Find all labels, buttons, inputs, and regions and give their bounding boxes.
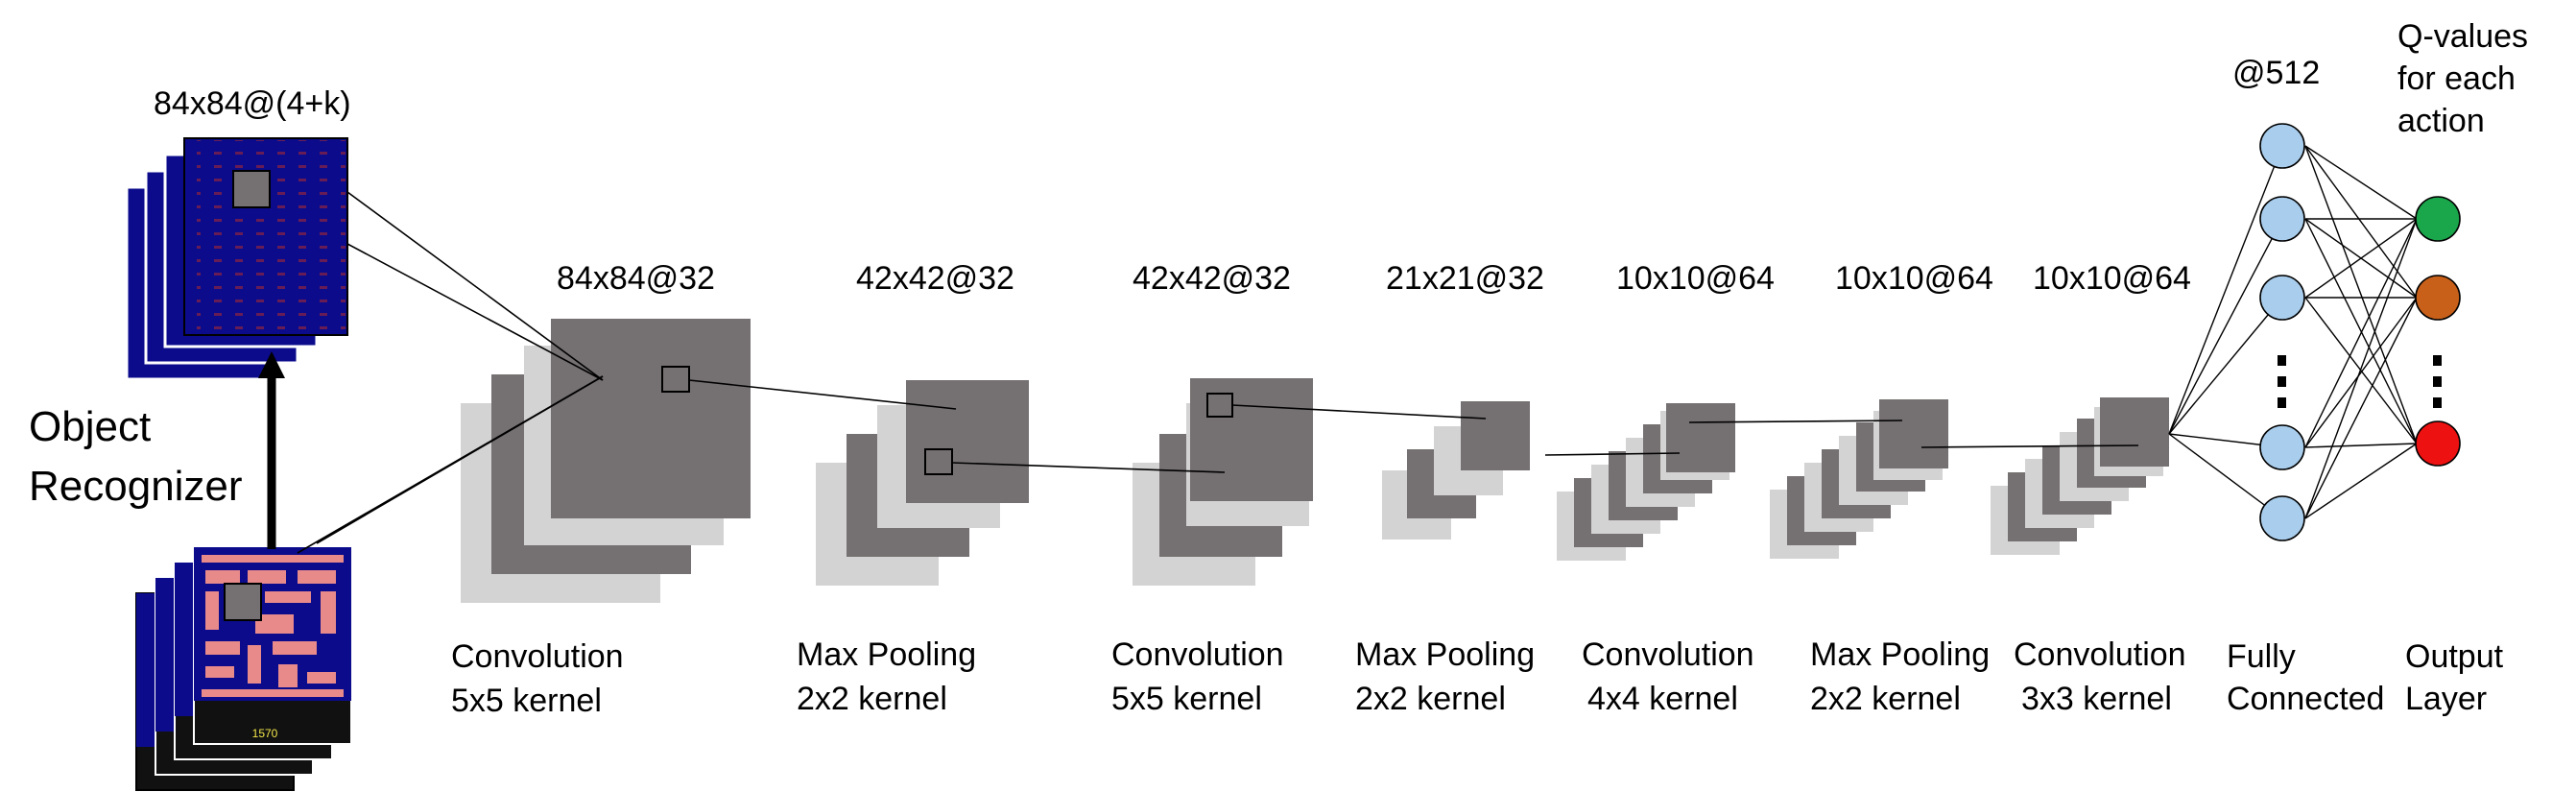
output-ellipsis — [2433, 355, 2442, 408]
layer-kernel-label: 4x4 kernel — [1587, 681, 1738, 717]
output-neuron — [2415, 275, 2461, 321]
receptive-field-input-bottom — [224, 583, 262, 621]
fc-label-line2: Connected — [2227, 681, 2385, 717]
recognizer-arrow — [258, 351, 285, 549]
output-neuron — [2415, 420, 2461, 467]
layer-op-label: Max Pooling — [1355, 636, 1536, 673]
fc-neurons — [2259, 123, 2305, 541]
output-title-line2: for each — [2397, 60, 2516, 97]
layer-kernel-label: 5x5 kernel — [451, 683, 602, 719]
layer-dim-label: 42x42@32 — [1133, 260, 1291, 297]
layer-dim-label: 10x10@64 — [1616, 260, 1775, 297]
game-frame-stack: 1570 — [135, 546, 352, 791]
fc-neuron — [2259, 275, 2305, 321]
fc-dim-label: @512 — [2232, 55, 2321, 91]
layer-dim-label: 42x42@32 — [856, 260, 1014, 297]
receptive-field-input-top — [232, 170, 271, 208]
layer-dim-label: 84x84@32 — [557, 260, 715, 297]
output-neuron — [2415, 196, 2461, 242]
layer-kernel-label: 5x5 kernel — [1111, 681, 1262, 717]
layer-kernel-label: 2x2 kernel — [797, 681, 947, 717]
feature-map-conv4 — [1991, 397, 2169, 555]
feature-map-pool1 — [816, 380, 1029, 586]
layer-op-label: Convolution — [1111, 636, 1284, 673]
fc-label-line1: Fully — [2227, 638, 2296, 675]
layer-op-label: Convolution — [1582, 636, 1754, 673]
layer-dim-label: 21x21@32 — [1386, 260, 1544, 297]
output-title-line3: action — [2397, 103, 2485, 139]
feature-map-conv1 — [461, 319, 751, 603]
feature-map-conv3 — [1557, 403, 1735, 561]
fc-neuron — [2259, 123, 2305, 169]
feature-map-pool2 — [1382, 401, 1530, 540]
fc-neuron — [2259, 196, 2305, 242]
layer-op-label: Max Pooling — [1810, 636, 1991, 673]
recognizer-label-line2: Recognizer — [29, 463, 243, 510]
input-dim-label: 84x84@(4+k) — [154, 85, 351, 122]
output-neurons — [2415, 196, 2461, 467]
feature-map-conv2 — [1133, 378, 1313, 586]
fc-neuron — [2259, 495, 2305, 541]
fc-neuron — [2259, 424, 2305, 470]
feature-map-pool3 — [1770, 399, 1948, 559]
layer-kernel-label: 3x3 kernel — [2021, 681, 2172, 717]
receptive-field-lines — [297, 191, 2139, 554]
output-label-line1: Output — [2405, 638, 2504, 675]
object-channel-stack — [125, 137, 348, 381]
layer-dim-label: 10x10@64 — [2033, 260, 2191, 297]
game-score: 1570 — [252, 727, 278, 740]
layer-kernel-label: 2x2 kernel — [1355, 681, 1506, 717]
layer-op-label: Convolution — [2014, 636, 2186, 673]
dense-connections — [2168, 145, 2418, 519]
recognizer-label-line1: Object — [29, 403, 152, 450]
layer-dim-label: 10x10@64 — [1835, 260, 1993, 297]
layer-op-label: Max Pooling — [797, 636, 977, 673]
layer-op-label: Convolution — [451, 638, 624, 675]
output-label-line2: Layer — [2405, 681, 2488, 717]
output-title-line1: Q-values — [2397, 18, 2529, 55]
fc-ellipsis — [2278, 355, 2286, 408]
layer-kernel-label: 2x2 kernel — [1810, 681, 1961, 717]
